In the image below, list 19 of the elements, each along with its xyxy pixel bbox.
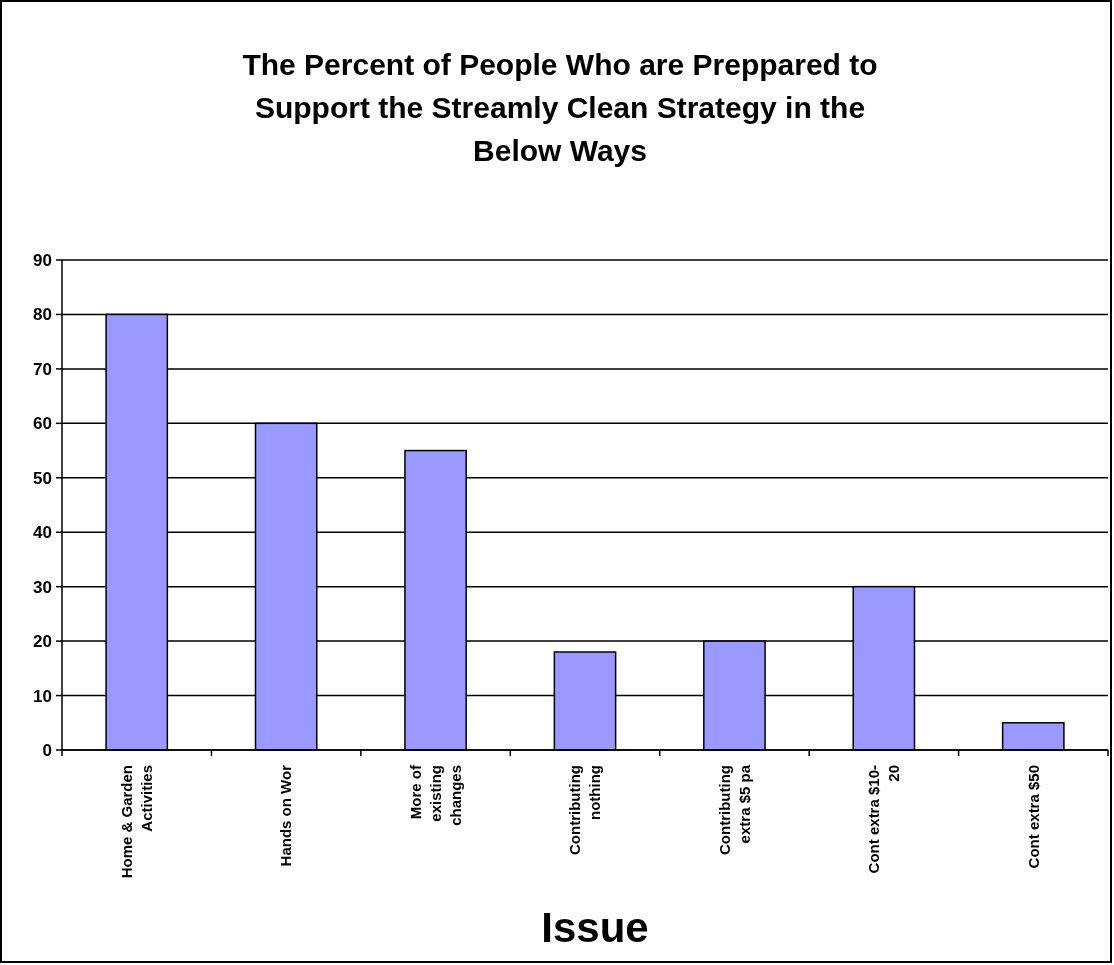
y-tick-label: 0 bbox=[42, 740, 52, 760]
y-tick-label: 20 bbox=[33, 632, 52, 652]
x-tick-label: Hands on Wor bbox=[277, 764, 295, 867]
y-tick-label: 50 bbox=[33, 468, 52, 488]
y-tick-label: 60 bbox=[33, 414, 52, 434]
x-axis-title: Issue bbox=[541, 904, 649, 951]
y-tick-label: 90 bbox=[33, 250, 52, 270]
y-tick-label: 40 bbox=[33, 523, 52, 543]
x-tick-label: Cont extra $50 bbox=[1024, 765, 1042, 869]
chart-title: The Percent of People Who are Preppared to Support the Streamly Clean Strategy in the Below Ways bbox=[242, 48, 878, 167]
x-tick-label: Home & Garden Activities bbox=[117, 765, 155, 879]
y-tick-label: 80 bbox=[33, 305, 52, 325]
y-tick-label: 30 bbox=[33, 577, 52, 597]
y-tick-label: 10 bbox=[33, 686, 52, 706]
x-tick-label: Cont extra $10- 20 bbox=[865, 765, 903, 874]
x-tick-label: Contributing nothing bbox=[566, 765, 604, 855]
x-tick-label: More of existing changes bbox=[406, 764, 464, 826]
y-tick-label: 70 bbox=[33, 359, 52, 379]
x-tick-label: Contributing extra $5 pa bbox=[715, 764, 753, 855]
